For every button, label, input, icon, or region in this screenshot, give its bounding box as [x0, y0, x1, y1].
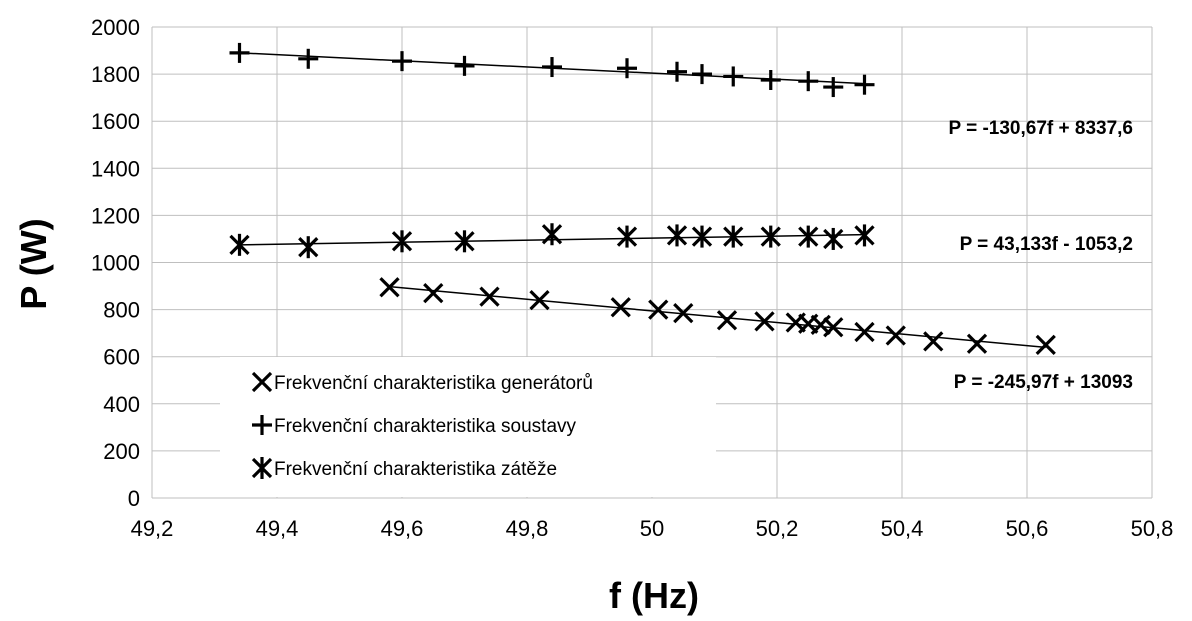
- data-point-series-2: [798, 225, 819, 248]
- equation-zateze: P = 43,133f - 1053,2: [960, 234, 1133, 255]
- y-tick-label: 800: [103, 298, 140, 323]
- data-point-series-1: [723, 66, 744, 87]
- y-tick-label: 1800: [91, 62, 140, 87]
- data-point-series-0: [754, 311, 775, 332]
- data-point-series-0: [529, 290, 550, 311]
- trendlines: [239, 52, 1046, 349]
- legend-label-generatoru: Frekvenční charakteristika generátorů: [274, 373, 593, 394]
- equation-soustavy: P = -130,67f + 8337,6: [948, 118, 1133, 139]
- data-point-series-1: [298, 48, 319, 69]
- data-point-series-0: [966, 333, 988, 354]
- legend-label-soustavy: Frekvenční charakteristika soustavy: [274, 416, 577, 437]
- y-tick-label: 1600: [91, 109, 140, 134]
- data-point-series-0: [423, 282, 444, 304]
- legend-marker-series-0: [251, 371, 273, 393]
- y-tick-label: 400: [103, 392, 140, 417]
- data-point-series-2: [723, 225, 744, 248]
- data-point-series-2: [454, 230, 475, 253]
- data-point-series-1: [692, 64, 712, 85]
- legend-markers: [251, 371, 273, 479]
- y-axis-ticks: 0 200 400 600 800 1000 1200 1400 1600 1800 2000: [91, 15, 140, 511]
- data-point-series-2: [229, 233, 250, 256]
- legend-box: [220, 357, 716, 497]
- data-point-series-2: [691, 225, 713, 248]
- data-point-series-0: [379, 277, 400, 298]
- legend: Frekvenční charakteristika generátorů Fr…: [220, 357, 716, 497]
- y-axis-title: P (W): [13, 218, 54, 309]
- y-tick-label: 1400: [91, 156, 140, 181]
- x-tick-label: 49,4: [256, 516, 299, 541]
- data-point-series-2: [541, 223, 563, 246]
- data-point-series-2: [823, 227, 844, 250]
- x-tick-label: 50,2: [756, 516, 799, 541]
- data-point-series-2: [760, 225, 781, 248]
- legend-marker-series-2: [251, 457, 273, 479]
- equation-generatoru: P = -245,97f + 13093: [954, 372, 1133, 393]
- y-tick-label: 1200: [91, 203, 140, 228]
- data-point-series-1: [617, 58, 637, 79]
- data-point-series-1: [392, 51, 412, 72]
- data-point-series-2: [391, 230, 413, 253]
- data-point-series-2: [298, 236, 319, 259]
- data-point-series-0: [610, 297, 631, 318]
- data-point-series-0: [885, 325, 906, 346]
- x-tick-label: 49,6: [381, 516, 424, 541]
- data-point-series-2: [666, 224, 688, 247]
- data-point-series-1: [454, 55, 475, 76]
- data-point-series-0: [854, 321, 875, 343]
- y-tick-label: 200: [103, 439, 140, 464]
- data-point-series-0: [479, 286, 500, 307]
- data-point-series-0: [823, 317, 844, 338]
- data-point-series-0: [648, 299, 669, 320]
- data-points: [229, 42, 1056, 356]
- data-point-series-1: [854, 74, 875, 95]
- x-tick-label: 50,6: [1006, 516, 1049, 541]
- x-tick-label: 49,8: [506, 516, 549, 541]
- x-tick-label: 50,4: [881, 516, 924, 541]
- data-point-series-1: [798, 71, 819, 92]
- data-point-series-1: [823, 77, 844, 98]
- data-point-series-2: [616, 225, 638, 248]
- y-tick-label: 600: [103, 345, 140, 370]
- legend-label-zateze: Frekvenční charakteristika zátěže: [274, 459, 557, 480]
- data-point-series-1: [760, 69, 781, 90]
- data-point-series-1: [667, 61, 687, 82]
- x-tick-label: 50,8: [1131, 516, 1174, 541]
- data-point-series-1: [542, 57, 562, 78]
- data-point-series-0: [923, 331, 944, 352]
- data-point-series-1: [229, 42, 250, 63]
- y-tick-label: 1000: [91, 251, 140, 276]
- data-point-series-0: [673, 303, 694, 324]
- data-point-series-2: [854, 224, 875, 247]
- y-tick-label: 0: [128, 486, 140, 511]
- data-point-series-0: [1035, 334, 1056, 356]
- x-axis-title: f (Hz): [609, 575, 699, 616]
- y-tick-label: 2000: [91, 15, 140, 40]
- data-point-series-0: [716, 310, 738, 331]
- x-tick-label: 50: [640, 516, 664, 541]
- legend-marker-series-1: [252, 415, 272, 435]
- x-axis-ticks: 49,2 49,4 49,6 49,8 50 50,2 50,4 50,6 50,8: [131, 516, 1174, 541]
- x-tick-label: 49,2: [131, 516, 174, 541]
